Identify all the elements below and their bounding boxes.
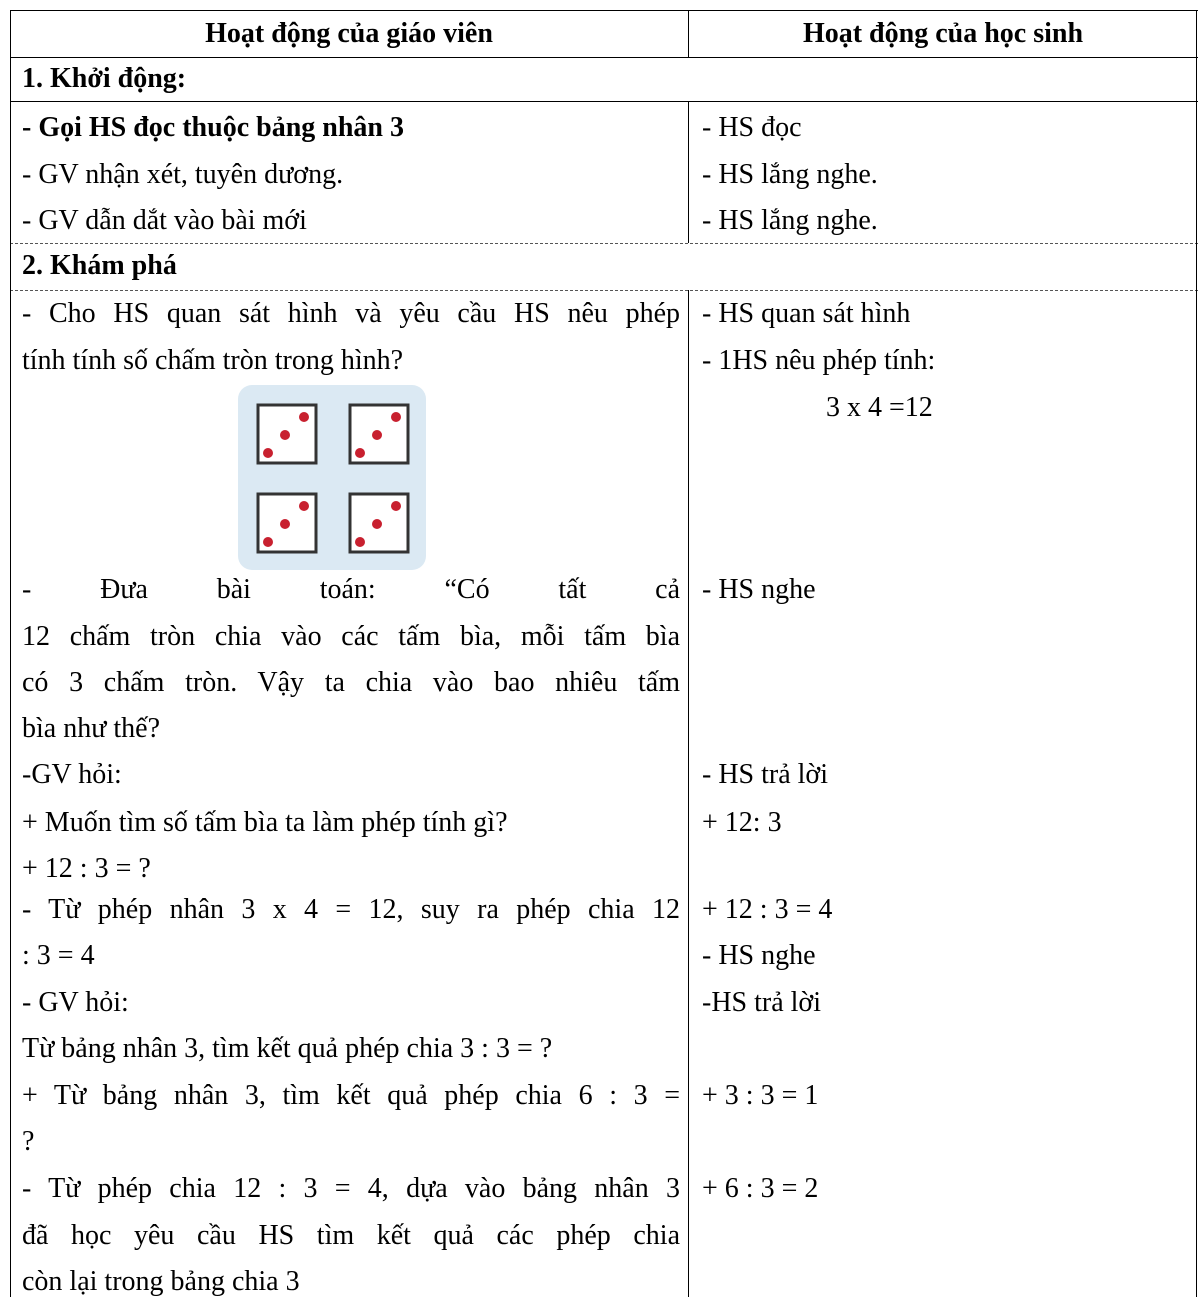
teacher-line: - Gọi HS đọc thuộc bảng nhân 3: [22, 112, 404, 143]
row-line: [10, 290, 1198, 291]
teacher-line: còn lại trong bảng chia 3: [22, 1266, 300, 1297]
student-line: -HS trả lời: [702, 987, 822, 1018]
student-line: + 6 : 3 = 2: [702, 1173, 819, 1204]
teacher-line: + Từ bảng nhân 3, tìm kết quả phép chia …: [22, 1080, 680, 1111]
section-title: 1. Khởi động:: [22, 63, 187, 94]
teacher-line: có 3 chấm tròn. Vậy ta chia vào bao nhiê…: [22, 667, 680, 698]
student-line: - HS lắng nghe.: [702, 205, 878, 236]
student-line: - HS nghe: [702, 574, 816, 605]
column-line: [688, 290, 689, 1297]
column-line: [688, 10, 689, 57]
teacher-line: - GV nhận xét, tuyên dương.: [22, 159, 344, 190]
table-border: [10, 10, 11, 1297]
student-line: + 12: 3: [702, 807, 782, 838]
student-line: - HS quan sát hình: [702, 298, 911, 329]
teacher-line: + 12 : 3 = ?: [22, 853, 151, 884]
table-border: [1196, 10, 1197, 1297]
teacher-line: Từ bảng nhân 3, tìm kết quả phép chia 3 …: [22, 1033, 553, 1064]
student-line: - 1HS nêu phép tính:: [702, 345, 936, 376]
teacher-line: tính tính số chấm tròn trong hình?: [22, 345, 404, 376]
teacher-line: bìa như thế?: [22, 713, 161, 744]
teacher-line: + Muốn tìm số tấm bìa ta làm phép tính g…: [22, 807, 508, 838]
header-cell: Hoạt động của giáo viên: [205, 18, 493, 49]
student-line: - HS lắng nghe.: [702, 159, 878, 190]
teacher-line: - GV hỏi:: [22, 987, 129, 1018]
teacher-line: - Từ phép nhân 3 x 4 = 12, suy ra phép c…: [22, 894, 680, 925]
teacher-line: -GV hỏi:: [22, 759, 122, 790]
student-line: + 12 : 3 = 4: [702, 894, 833, 925]
teacher-line: - Từ phép chia 12 : 3 = 4, dựa vào bảng …: [22, 1173, 680, 1204]
table-border: [10, 10, 1198, 11]
teacher-line: - GV dẫn dắt vào bài mới: [22, 205, 307, 236]
column-line: [688, 101, 689, 243]
row-line: [10, 243, 1198, 244]
student-line: - HS đọc: [702, 112, 802, 143]
teacher-line: 12 chấm tròn chia vào các tấm bìa, mỗi t…: [22, 621, 680, 652]
student-line: - HS trả lời: [702, 759, 829, 790]
teacher-line: đã học yêu cầu HS tìm kết quả các phép c…: [22, 1220, 680, 1251]
teacher-line: : 3 = 4: [22, 940, 95, 971]
row-line: [10, 101, 1198, 102]
dice-image: [238, 385, 426, 570]
student-line: + 3 : 3 = 1: [702, 1080, 819, 1111]
section-title: 2. Khám phá: [22, 250, 177, 281]
teacher-line: - Đưa bài toán: “Có tất cả: [22, 574, 680, 605]
row-line: [10, 57, 1198, 58]
teacher-line: - Cho HS quan sát hình và yêu cầu HS nêu…: [22, 298, 680, 329]
teacher-line: ?: [22, 1126, 35, 1157]
header-cell: Hoạt động của học sinh: [802, 18, 1084, 49]
student-line: - HS nghe: [702, 940, 816, 971]
student-line: 3 x 4 =12: [826, 392, 933, 423]
